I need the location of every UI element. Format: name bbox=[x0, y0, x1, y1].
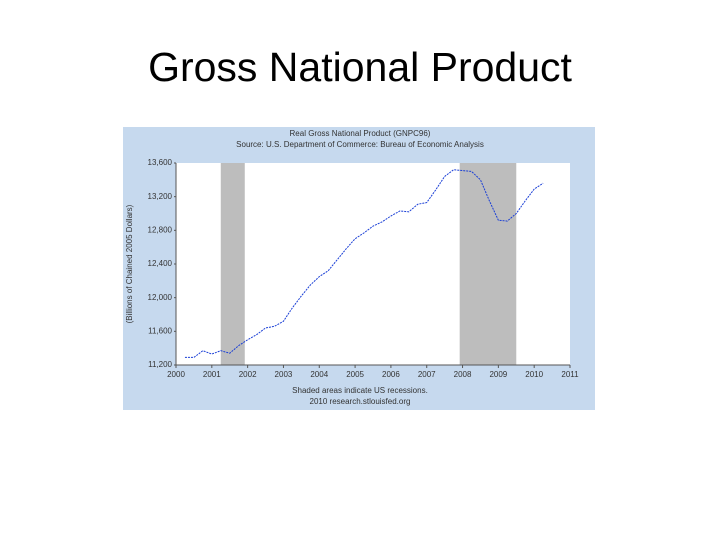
y-tick-label: 13,200 bbox=[148, 192, 173, 201]
x-tick-label: 2008 bbox=[454, 370, 472, 379]
chart-title: Real Gross National Product (GNPC96) bbox=[290, 129, 431, 138]
y-tick-label: 11,600 bbox=[148, 326, 172, 335]
recession-band bbox=[220, 163, 245, 365]
y-axis-label: (Billions of Chained 2005 Dollars) bbox=[125, 204, 134, 323]
x-tick-label: 2005 bbox=[346, 370, 364, 379]
x-tick-label: 2010 bbox=[525, 370, 543, 379]
chart-subtitle: Source: U.S. Department of Commerce: Bur… bbox=[236, 140, 484, 149]
x-tick-label: 2000 bbox=[167, 370, 185, 379]
footnote: Shaded areas indicate US recessions. bbox=[292, 386, 428, 395]
x-tick-label: 2001 bbox=[203, 370, 221, 379]
x-tick-label: 2009 bbox=[489, 370, 507, 379]
y-tick-label: 12,400 bbox=[148, 259, 173, 268]
slide-title: Gross National Product bbox=[148, 44, 572, 90]
x-tick-label: 2003 bbox=[275, 370, 293, 379]
x-tick-label: 2011 bbox=[561, 370, 579, 379]
y-tick-label: 12,800 bbox=[148, 225, 173, 234]
y-tick-label: 12,000 bbox=[148, 293, 173, 302]
y-tick-label: 13,600 bbox=[148, 158, 173, 167]
x-tick-label: 2006 bbox=[382, 370, 400, 379]
x-tick-label: 2002 bbox=[239, 370, 257, 379]
source: 2010 research.stlouisfed.org bbox=[310, 397, 411, 406]
recession-band bbox=[459, 163, 517, 365]
x-tick-label: 2004 bbox=[310, 370, 328, 379]
data-line bbox=[184, 169, 544, 358]
x-tick-label: 2007 bbox=[418, 370, 436, 379]
y-tick-label: 11,200 bbox=[148, 360, 172, 369]
